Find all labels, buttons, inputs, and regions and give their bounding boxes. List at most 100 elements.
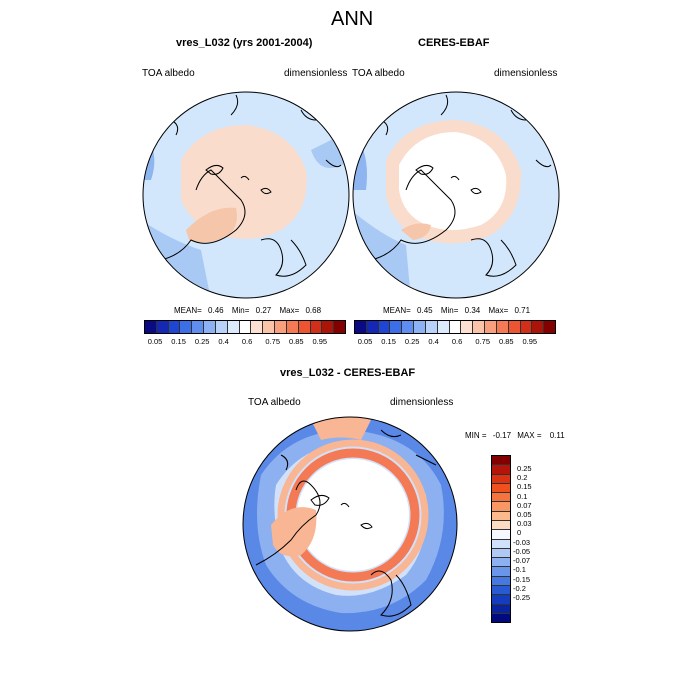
colorbar-swatch (145, 321, 157, 333)
colorbar-swatch (449, 321, 462, 333)
colorbar-tick-label: 0.85 (288, 337, 304, 346)
colorbar-tick-label: 0 (517, 528, 522, 538)
max-value: 0.71 (514, 306, 531, 315)
diff-greenland (271, 507, 317, 557)
mean-value: 0.45 (417, 306, 433, 315)
colorbar-swatch (204, 321, 216, 333)
diff-stats: MIN = -0.17 MAX = 0.11 (465, 431, 565, 440)
colorbar-tick-label: -0.1 (513, 565, 526, 575)
map-border (242, 416, 458, 632)
right-colorbar (354, 320, 556, 334)
coastline-north (380, 94, 552, 168)
max-label: MAX = (517, 431, 542, 440)
colorbar-swatch (492, 511, 510, 521)
colorbar-tick-label: -0.05 (513, 546, 531, 556)
colorbar-swatch (402, 321, 415, 333)
colorbar-swatch (492, 539, 510, 549)
diff-top-warm (311, 417, 371, 440)
coastline-east (370, 570, 412, 617)
min-value: 0.27 (255, 306, 272, 315)
colorbar-swatch (532, 321, 545, 333)
low-patch (143, 130, 155, 180)
colorbar-tick-label: 0.2 (517, 473, 528, 483)
max-label: Max= (488, 306, 509, 315)
colorbar-swatch (239, 321, 252, 333)
left-colorbar-ticks: 0.05 0.15 0.25 0.4 0.6 0.75 0.85 0.95 (144, 337, 344, 347)
max-label: Max= (279, 306, 300, 315)
greenland (401, 223, 431, 240)
colorbar-swatch (492, 502, 510, 512)
colorbar-swatch (286, 321, 299, 333)
colorbar-swatch (492, 585, 510, 596)
diff-colorbar-ticks: 0.25 0.2 0.15 0.1 0.07 0.05 0.03 0 -0.03 -0.05 -0.… (513, 455, 553, 621)
colorbar-swatch (298, 321, 311, 333)
colorbar-swatch (156, 321, 169, 333)
colorbar-swatch (492, 456, 510, 466)
colorbar-swatch (192, 321, 205, 333)
colorbar-tick-label: 0.85 (498, 337, 514, 346)
colorbar-tick-label: 0.6 (451, 337, 463, 346)
coastline-east (260, 238, 307, 277)
min-label: MIN = (465, 431, 487, 440)
colorbar-tick-label: 0.03 (517, 519, 532, 529)
colorbar-tick-label: 0.15 (171, 337, 186, 346)
colorbar-swatch (492, 474, 510, 484)
colorbar-swatch (492, 604, 510, 614)
colorbar-tick-label: 0.4 (218, 337, 229, 346)
diff-polar-map (242, 416, 458, 632)
min-label: Min= (231, 306, 250, 315)
colorbar-swatch (492, 595, 510, 605)
right-polar-map (352, 91, 560, 299)
colorbar-swatch (492, 548, 510, 559)
colorbar-swatch (390, 321, 403, 333)
colorbar-swatch (322, 321, 335, 333)
colorbar-swatch (227, 321, 240, 333)
colorbar-swatch (310, 321, 323, 333)
max-value: 0.11 (549, 431, 565, 440)
colorbar-swatch (492, 493, 510, 503)
diff-units-label: dimensionless (390, 397, 454, 408)
mean-label: MEAN= (383, 306, 411, 315)
colorbar-tick-label: -0.25 (513, 592, 531, 602)
right-stats: MEAN= 0.45 Min= 0.34 Max= 0.71 (383, 306, 530, 315)
greenland (186, 207, 237, 243)
colorbar-tick-label: 0.6 (241, 337, 253, 346)
right-units-label: dimensionless (494, 68, 558, 79)
arctic-warm-region (181, 125, 307, 239)
min-label: Min= (440, 306, 459, 315)
colorbar-swatch (485, 321, 497, 333)
colorbar-tick-label: 0.05 (517, 509, 532, 519)
colorbar-swatch (168, 321, 181, 333)
islands (415, 164, 482, 195)
diff-arctic-white (297, 459, 409, 571)
colorbar-swatch (263, 321, 276, 333)
diff-panel-title: vres_L032 - CERES-EBAF (280, 367, 416, 379)
left-colorbar (144, 320, 346, 334)
colorbar-tick-label: 0.25 (517, 463, 532, 473)
colorbar-swatch (437, 321, 450, 333)
colorbar-swatch (508, 321, 521, 333)
colorbar-tick-label: 0.1 (517, 491, 528, 501)
diff-map (241, 415, 459, 633)
page-title: ANN (331, 8, 374, 30)
map-border (142, 91, 350, 299)
diff-colorbar (491, 455, 511, 623)
colorbar-tick-label: -0.15 (513, 574, 531, 584)
left-map (141, 90, 351, 300)
colorbar-tick-label: 0.75 (475, 337, 491, 346)
colorbar-swatch (275, 321, 287, 333)
colorbar-swatch (180, 321, 193, 333)
min-value: 0.34 (464, 306, 481, 315)
left-units-label: dimensionless (284, 68, 348, 79)
mean-value: 0.46 (208, 306, 224, 315)
islands (310, 494, 373, 530)
colorbar-swatch (425, 321, 438, 333)
colorbar-tick-label: 0.25 (194, 337, 210, 346)
arctic-white-region (399, 132, 507, 230)
colorbar-swatch (473, 321, 486, 333)
colorbar-swatch (496, 321, 509, 333)
colorbar-swatch (366, 321, 379, 333)
colorbar-tick-label: -0.03 (513, 537, 531, 547)
colorbar-swatch (492, 465, 510, 475)
map-border (352, 91, 560, 299)
